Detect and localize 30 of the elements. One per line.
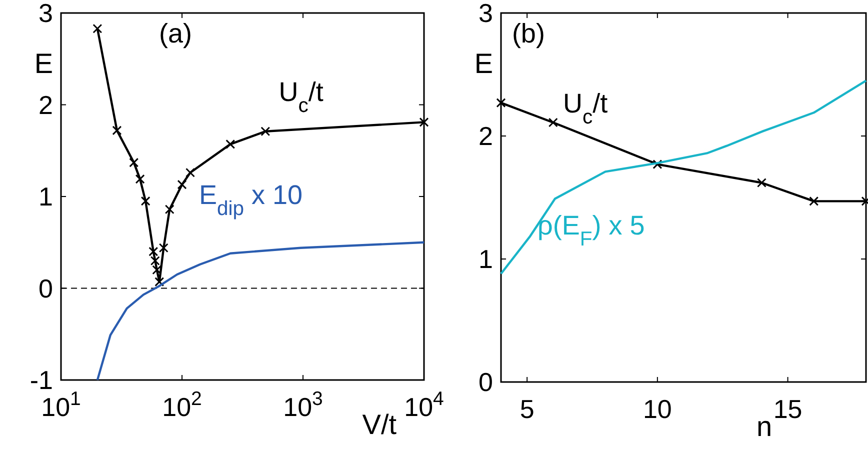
x-tick-label: 10 — [642, 394, 672, 424]
x-axis-title: V/t — [362, 409, 397, 440]
y-tick-label: 0 — [38, 273, 53, 304]
point — [496, 98, 506, 108]
series-label: ρ(E$_{F}$) x 5 — [538, 210, 645, 250]
x-tick-label: 10$^{2}$ — [162, 388, 202, 422]
y-tick-label: 2 — [478, 121, 493, 151]
series-label: U$_{c}$/t — [278, 77, 324, 118]
series-label: E$_{dip}$ x 10 — [198, 180, 303, 220]
point — [756, 178, 766, 188]
x-tick-label: 10$^{3}$ — [283, 388, 323, 422]
y-axis-title: E — [34, 48, 53, 79]
point — [548, 118, 558, 128]
chart-title: (b) — [512, 18, 545, 49]
y-tick-label: 3 — [478, 0, 493, 28]
chart-title: (a) — [159, 18, 192, 48]
y-tick-label: 1 — [478, 244, 493, 274]
y-axis-title: E — [474, 48, 493, 79]
y-tick-label: 0 — [478, 367, 493, 397]
x-tick-label: 15 — [773, 394, 802, 424]
y-tick-label: 2 — [38, 90, 53, 120]
y-tick-label: 1 — [38, 182, 53, 212]
x-axis-title: n — [756, 411, 772, 442]
line-series — [500, 80, 868, 275]
point — [652, 160, 662, 170]
series-label: U$_{c}$/t — [563, 88, 608, 129]
x-tick-label: 5 — [520, 394, 534, 424]
x-tick-label: 10$^{4}$ — [404, 388, 444, 422]
y-tick-label: 3 — [38, 0, 53, 28]
point — [809, 196, 819, 206]
